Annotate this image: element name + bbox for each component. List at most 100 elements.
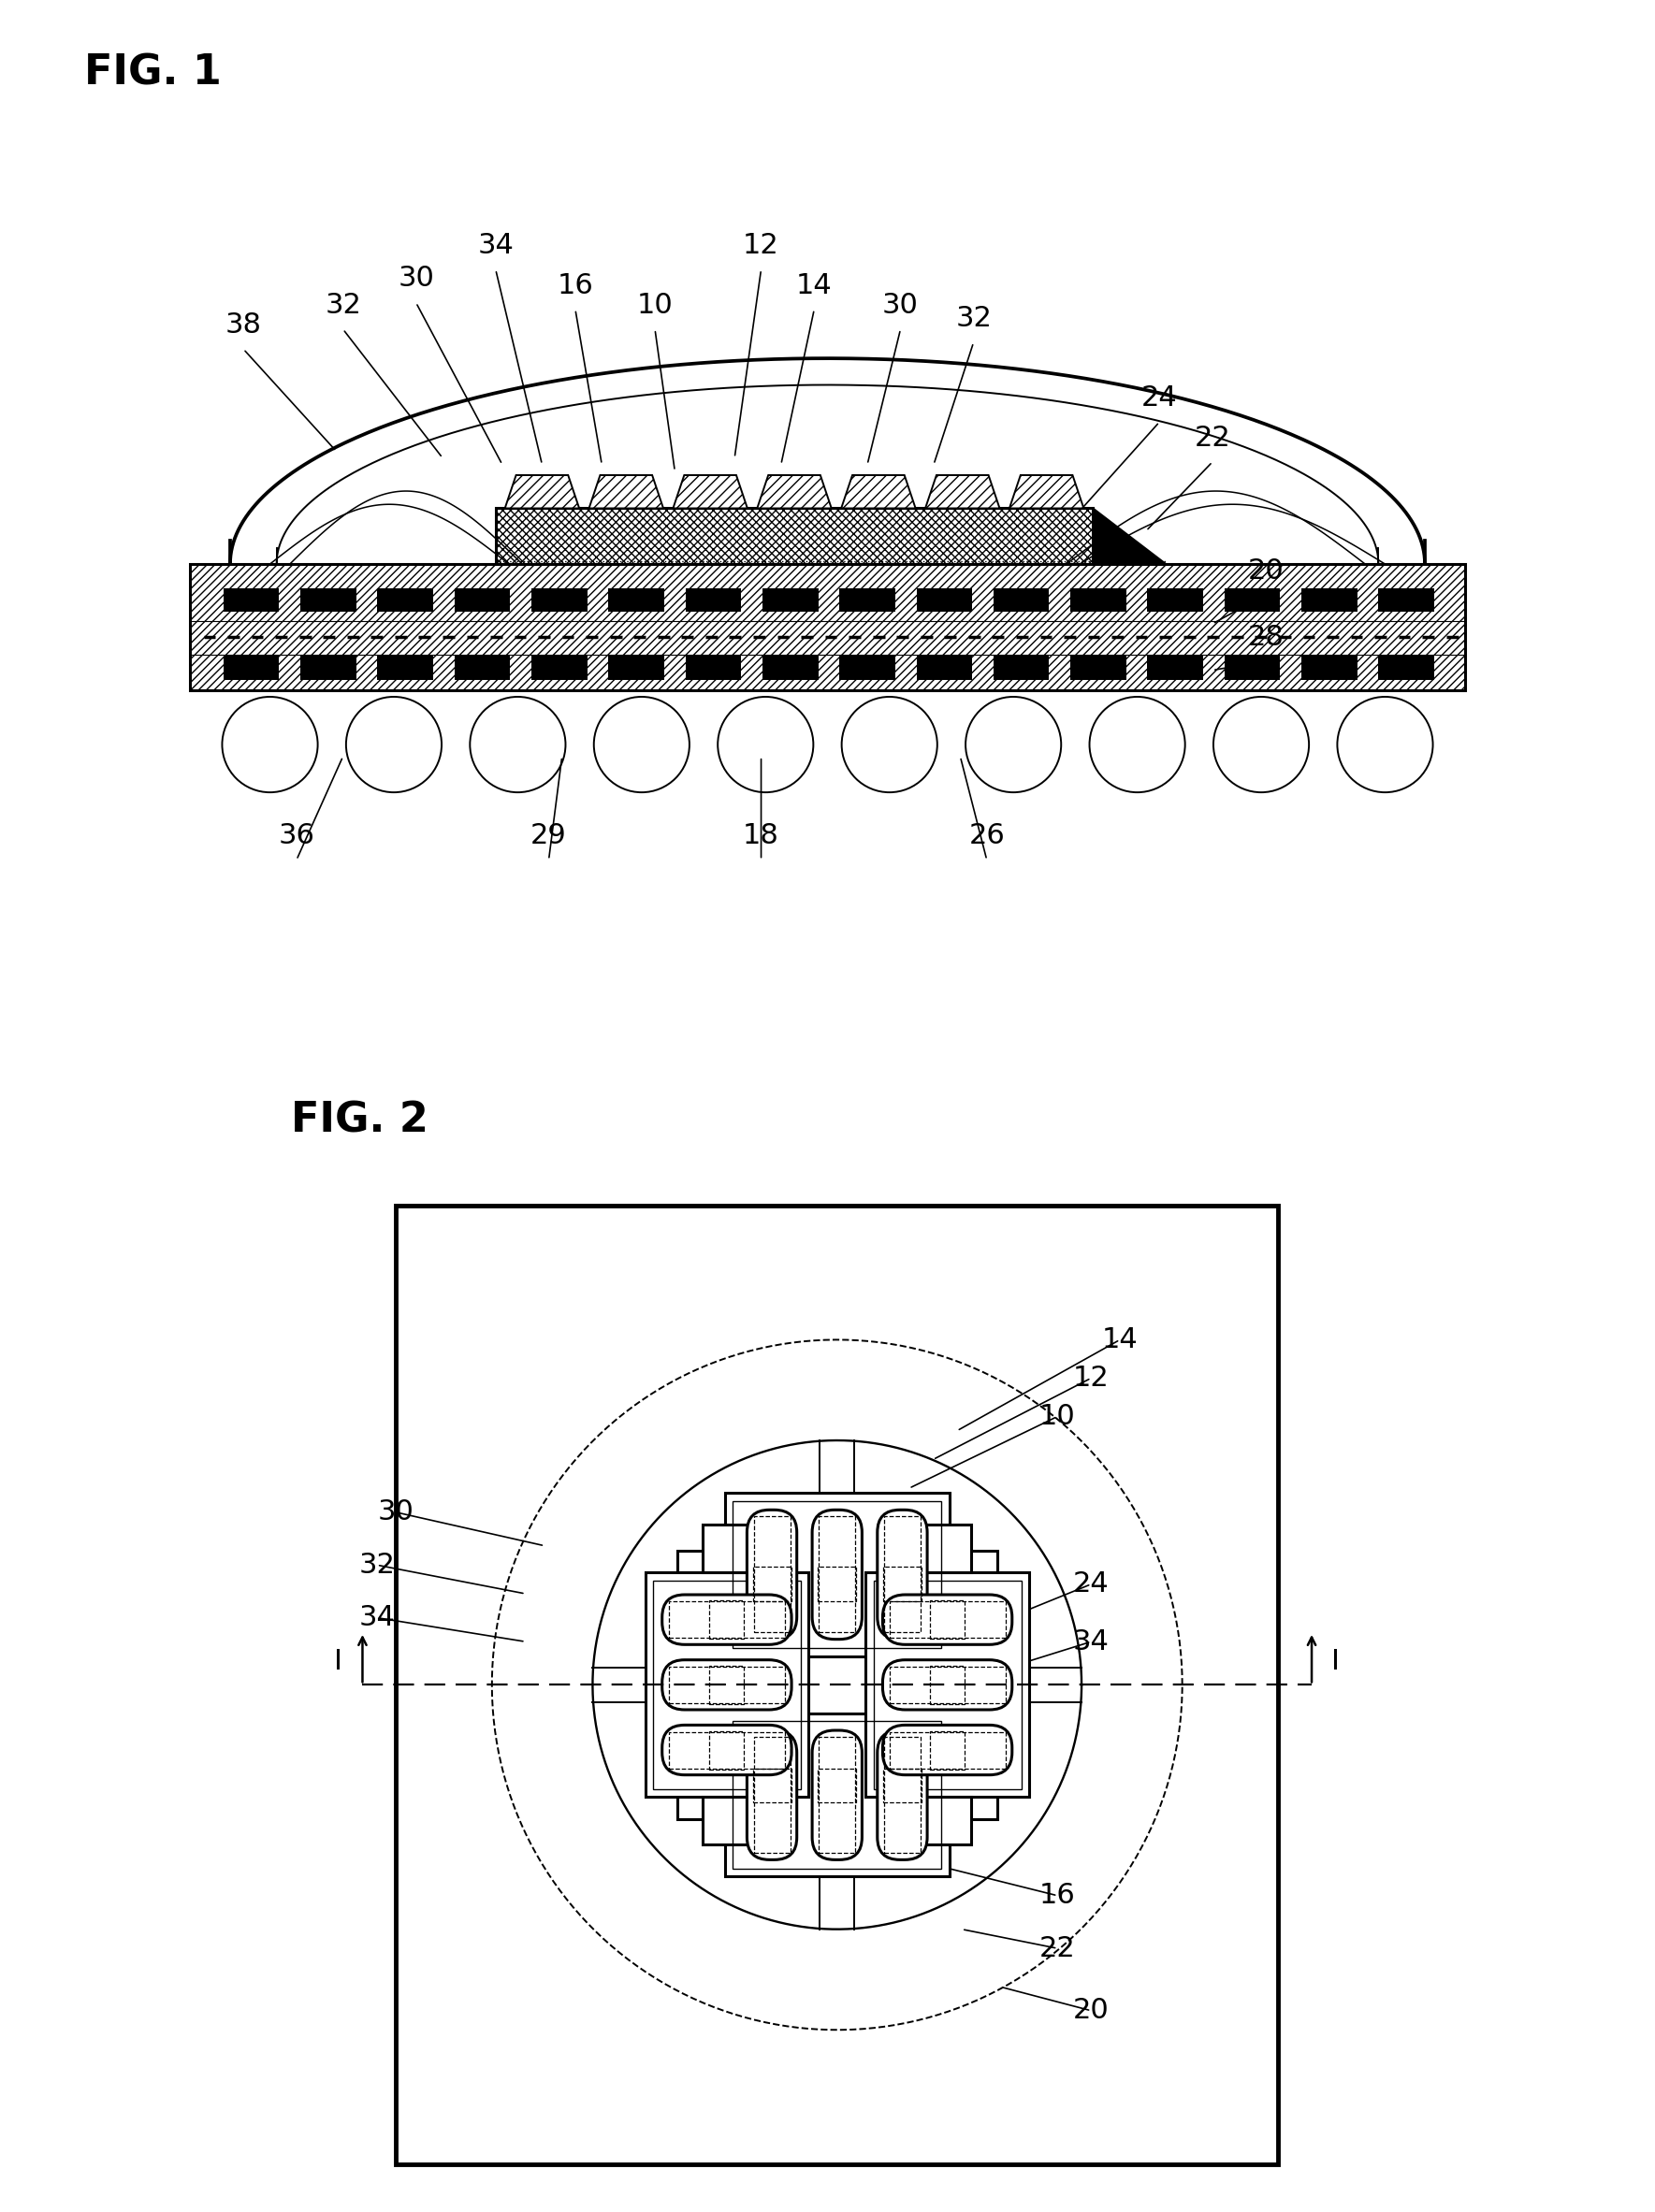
Bar	[223, 588, 280, 613]
Text: 24: 24	[1072, 1571, 1109, 1597]
Bar	[874, 1579, 1021, 1790]
FancyBboxPatch shape	[746, 1730, 796, 1860]
Text: 28: 28	[1248, 624, 1284, 650]
Bar	[1301, 588, 1357, 613]
Text: 12: 12	[1072, 1365, 1109, 1391]
Text: 14: 14	[1102, 1327, 1139, 1354]
Text: FIG. 2: FIG. 2	[291, 1099, 429, 1141]
Bar	[950, 1772, 998, 1818]
Text: 30: 30	[377, 1500, 414, 1526]
Bar	[190, 564, 1465, 690]
Circle shape	[718, 697, 813, 792]
Polygon shape	[505, 476, 579, 509]
Text: 10: 10	[1039, 1402, 1076, 1429]
Circle shape	[346, 697, 442, 792]
Bar	[685, 655, 741, 679]
Bar	[710, 1601, 745, 1639]
Text: 34: 34	[1072, 1628, 1109, 1655]
Bar	[677, 1772, 725, 1818]
Bar	[654, 1579, 801, 1790]
Polygon shape	[674, 476, 748, 509]
Bar	[1225, 655, 1281, 679]
Bar	[703, 1796, 751, 1845]
Text: 36: 36	[278, 823, 314, 849]
Bar	[1071, 588, 1125, 613]
Text: 10: 10	[637, 292, 674, 319]
Bar	[377, 588, 434, 613]
Bar	[669, 1601, 784, 1637]
Bar	[531, 655, 588, 679]
Bar	[1147, 588, 1203, 613]
Polygon shape	[841, 476, 915, 509]
Bar	[917, 588, 971, 613]
Text: 22: 22	[1195, 425, 1231, 451]
Text: 38: 38	[225, 312, 261, 338]
Bar	[455, 588, 510, 613]
Bar	[753, 1517, 789, 1632]
FancyBboxPatch shape	[746, 1511, 796, 1639]
Bar	[839, 588, 895, 613]
Bar	[866, 1573, 1029, 1796]
Bar	[930, 1601, 965, 1639]
Text: 20: 20	[1248, 557, 1284, 584]
Bar	[609, 588, 664, 613]
Bar	[884, 1566, 922, 1601]
Polygon shape	[589, 476, 664, 509]
Circle shape	[470, 697, 566, 792]
Text: 32: 32	[955, 305, 991, 332]
Bar	[609, 655, 664, 679]
Bar	[669, 1732, 784, 1767]
Text: I: I	[1332, 1648, 1341, 1674]
Bar	[1071, 655, 1125, 679]
Text: 29: 29	[531, 823, 568, 849]
Bar	[495, 509, 1092, 564]
Bar	[301, 588, 356, 613]
Bar	[930, 1730, 965, 1770]
Bar	[733, 1500, 942, 1648]
Circle shape	[1213, 697, 1309, 792]
Bar	[1147, 655, 1203, 679]
Bar	[1379, 655, 1435, 679]
Bar	[733, 1721, 942, 1869]
Bar	[677, 1551, 725, 1599]
Bar	[753, 1736, 789, 1854]
Text: FIG. 1: FIG. 1	[84, 53, 222, 93]
Circle shape	[965, 697, 1061, 792]
Bar	[819, 1736, 856, 1854]
Bar	[753, 1566, 791, 1601]
Bar	[884, 1736, 920, 1854]
Bar	[725, 1493, 950, 1657]
Bar	[301, 655, 356, 679]
Bar	[917, 655, 971, 679]
Bar	[839, 655, 895, 679]
Bar	[223, 655, 280, 679]
FancyBboxPatch shape	[813, 1730, 862, 1860]
Polygon shape	[1092, 509, 1167, 564]
Bar	[1225, 588, 1281, 613]
Bar	[818, 1767, 856, 1803]
Bar	[950, 1551, 998, 1599]
Bar	[396, 1206, 1278, 2163]
Bar	[889, 1601, 1005, 1637]
Text: 20: 20	[1072, 1997, 1109, 2024]
Text: 12: 12	[743, 232, 780, 259]
Bar	[763, 588, 818, 613]
Text: 22: 22	[1039, 1936, 1076, 1962]
Bar	[710, 1730, 745, 1770]
Bar	[703, 1524, 751, 1573]
Bar	[190, 564, 1465, 690]
Bar	[889, 1666, 1005, 1703]
Circle shape	[1337, 697, 1433, 792]
Text: 34: 34	[359, 1604, 396, 1630]
FancyBboxPatch shape	[813, 1511, 862, 1639]
Bar	[993, 588, 1049, 613]
Bar	[725, 1714, 950, 1876]
FancyBboxPatch shape	[882, 1595, 1013, 1644]
Bar	[377, 655, 434, 679]
Bar	[993, 655, 1049, 679]
Text: 30: 30	[397, 265, 434, 292]
FancyBboxPatch shape	[877, 1511, 927, 1639]
Text: I: I	[334, 1648, 343, 1674]
FancyBboxPatch shape	[662, 1725, 791, 1774]
Text: 34: 34	[477, 232, 513, 259]
